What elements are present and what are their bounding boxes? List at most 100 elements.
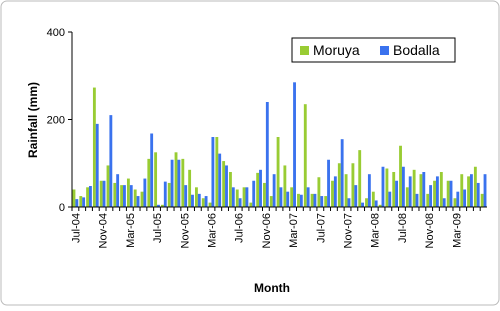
bar [388,191,392,207]
bar [467,176,470,207]
bar [351,163,355,207]
bar [157,204,160,207]
bar [272,174,276,207]
bar [215,137,219,207]
bar [170,159,174,207]
bar [235,189,239,207]
bar [126,178,130,207]
x-tick-label: Mar-09 [451,213,463,248]
bar [263,182,266,207]
bar [120,185,124,207]
bar [313,193,317,207]
x-tick-label: Nov-07 [343,213,355,248]
bar [371,191,375,207]
bar [456,191,460,207]
bar [79,196,83,207]
bar [181,158,185,207]
bar [405,187,409,207]
bar [123,185,126,207]
legend-swatch [380,46,389,55]
bar [188,169,192,207]
bar [480,193,484,207]
bar [297,193,300,207]
bar [310,193,314,207]
x-tick-label: Jul-04 [70,213,82,243]
bar [163,181,167,207]
bar [113,182,117,207]
bar [381,166,385,207]
bar [231,187,235,207]
x-tick-label: Jul-05 [152,213,164,243]
y-tick-label: 0 [59,202,65,214]
bar [191,194,194,207]
bar [195,187,198,207]
bar [82,197,86,207]
bar [245,187,249,207]
bar [86,187,90,207]
bar [95,123,99,207]
bar [208,202,212,207]
x-tick-label: Mar-07 [288,213,300,248]
bar [435,176,439,207]
bar [252,180,256,207]
bar [439,172,443,207]
bar [385,168,389,207]
bar [147,158,151,207]
bar [347,198,351,207]
bar [279,187,283,207]
bar [358,150,362,207]
x-tick-label: Jul-06 [234,213,246,243]
bar [324,196,328,207]
bar [197,193,201,207]
bar [184,185,188,207]
bar [154,152,158,207]
legend-swatch [300,46,309,55]
bar [460,174,464,207]
bar [476,182,480,207]
bar [160,204,164,207]
bar [92,87,96,207]
bar [412,169,416,207]
bar [469,174,473,207]
bar [242,187,246,207]
bar [317,177,321,207]
bar [201,198,205,207]
bar [225,165,228,207]
bar [238,198,242,207]
bar [483,174,487,207]
x-tick-label: Nov-06 [261,213,273,248]
bar [378,204,382,207]
bar [174,152,178,207]
bar [167,182,171,207]
bar [106,165,110,207]
bar [116,174,120,207]
x-tick-label: Mar-06 [206,213,218,248]
bar [72,189,76,207]
bar [331,180,334,207]
bar [306,187,310,207]
bar [463,189,467,207]
bar [340,139,344,207]
bar [99,180,103,207]
x-tick-label: Nov-05 [179,213,191,248]
bar [75,199,79,207]
bar [109,115,113,207]
bar [327,159,330,207]
bar [473,166,477,207]
bar [143,178,147,207]
bar [422,172,426,207]
x-tick-label: Jul-07 [315,213,327,243]
bar [211,137,215,207]
bar [395,180,399,207]
bar [150,133,154,207]
bar [453,198,457,207]
bar [303,104,307,207]
bar [218,153,222,207]
bar [283,165,287,207]
bar [361,202,364,207]
bar [374,200,378,207]
bar [89,186,92,207]
